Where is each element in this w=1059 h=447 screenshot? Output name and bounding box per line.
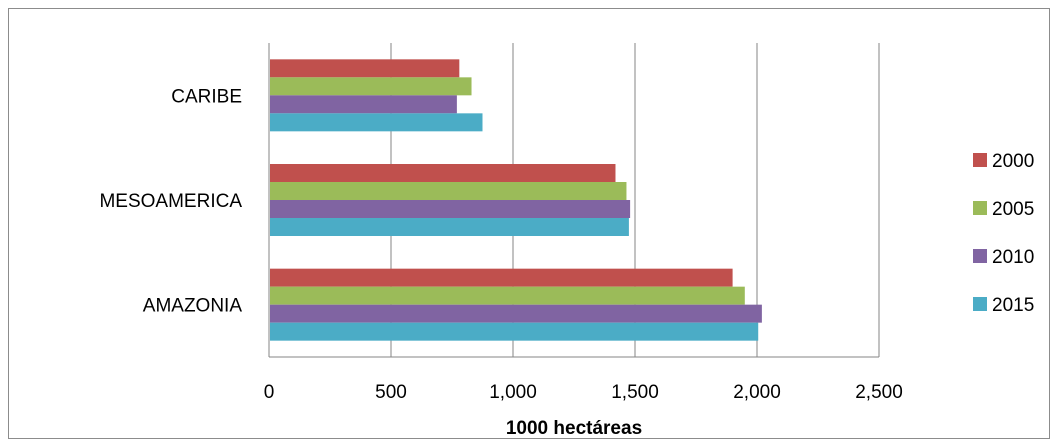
bar-caribe-2015 (270, 113, 483, 132)
x-tick-label: 2,000 (733, 382, 781, 403)
legend-label-2010: 2010 (992, 247, 1034, 268)
x-tick-label: 2,500 (855, 382, 903, 403)
legend-swatch-2010 (973, 249, 987, 263)
bar-amazonia-2010 (270, 304, 762, 323)
x-tick-labels: 0 500 1,000 1,500 2,000 2,500 (264, 382, 903, 403)
x-axis-title: 1000 hectáreas (506, 418, 642, 439)
x-tick-label: 0 (264, 382, 275, 403)
bars (270, 59, 762, 341)
x-tick-label: 1,500 (611, 382, 659, 403)
legend-swatch-2015 (973, 297, 987, 311)
bar-amazonia-2005 (270, 286, 745, 305)
bar-caribe-2010 (270, 95, 457, 114)
legend-swatch-2005 (973, 201, 987, 215)
category-label: MESOAMERICA (99, 191, 242, 212)
category-labels: CARIBE MESOAMERICA AMAZONIA (99, 86, 242, 316)
bar-mesoamerica-2010 (270, 200, 631, 218)
legend-label-2000: 2000 (992, 151, 1034, 172)
bar-mesoamerica-2005 (270, 182, 627, 200)
x-tick-label: 500 (375, 382, 407, 403)
bar-amazonia-2000 (270, 268, 733, 287)
legend-label-2005: 2005 (992, 199, 1034, 220)
axes (268, 43, 879, 358)
legend: 2000 2005 2010 2015 (973, 151, 1034, 316)
category-label: CARIBE (171, 86, 242, 107)
bar-caribe-2000 (270, 59, 460, 78)
category-label: AMAZONIA (143, 296, 243, 317)
legend-swatch-2000 (973, 153, 987, 167)
bar-amazonia-2015 (270, 322, 759, 341)
x-tick-label: 1,000 (489, 382, 537, 403)
legend-label-2015: 2015 (992, 295, 1034, 316)
bar-mesoamerica-2000 (270, 164, 616, 182)
bar-mesoamerica-2015 (270, 218, 629, 236)
bar-caribe-2005 (270, 77, 472, 96)
